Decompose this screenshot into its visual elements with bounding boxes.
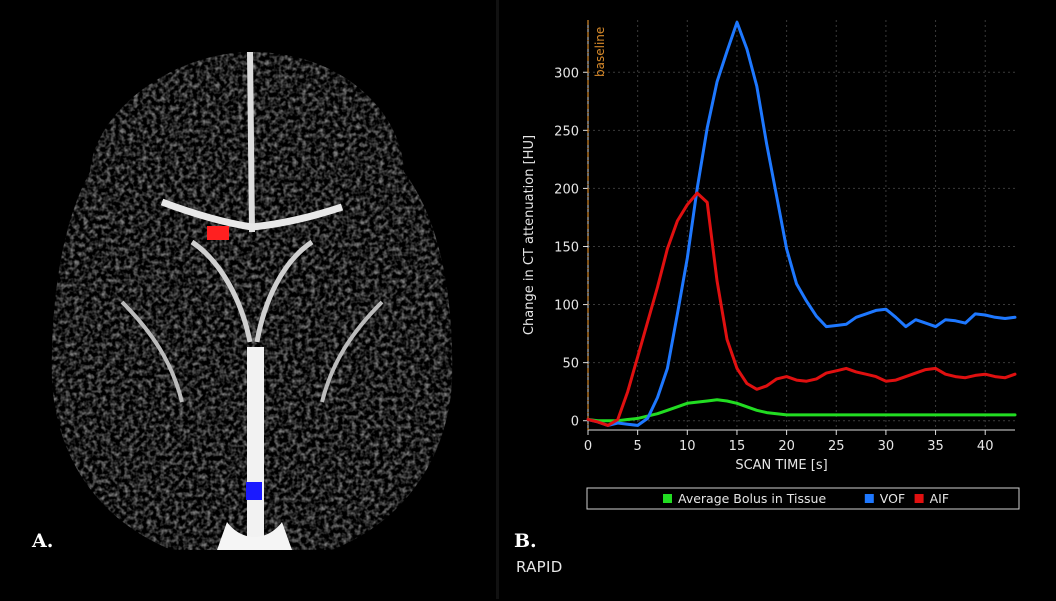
y-tick-label: 250: [554, 124, 579, 139]
panel-a-label: A.: [32, 530, 54, 552]
x-tick-label: 20: [778, 439, 795, 454]
brain-scan-image: [2, 2, 496, 597]
legend-swatch: [914, 494, 924, 503]
y-tick-label: 0: [571, 415, 579, 430]
y-tick-label: 200: [554, 182, 579, 197]
brain-scan-panel: A.: [2, 2, 496, 597]
perfusion-curve-chart: 0 5 10 15 20 25 30 35 40 0 50 100 150 200 250 300 SCAN T…: [522, 20, 1020, 510]
panel-b-label: B.: [514, 530, 537, 552]
x-tick-label: 30: [878, 439, 895, 454]
baseline-label: baseline: [593, 27, 607, 77]
x-tick-label: 10: [679, 439, 696, 454]
legend-entry: AIF: [930, 491, 949, 506]
aif-roi-marker: [207, 226, 229, 240]
x-axis-title: SCAN TIME [s]: [735, 458, 827, 473]
y-tick-label: 50: [562, 357, 579, 372]
perfusion-chart-panel: 0 5 10 15 20 25 30 35 40 0 50 100 150 200 250 300 SCAN T…: [499, 2, 1054, 597]
series-line-average-bolus-in-tissue: [586, 398, 1017, 423]
y-axis-title: Change in CT attenuation [HU]: [522, 135, 537, 335]
x-tick-label: 15: [729, 439, 746, 454]
x-tick-label: 25: [828, 439, 845, 454]
legend-box: [586, 487, 1020, 510]
legend-swatch: [663, 494, 672, 503]
y-tick-label: 100: [554, 299, 579, 314]
series-line-vof: [586, 20, 1017, 427]
legend-entry: Average Bolus in Tissue: [678, 491, 826, 506]
x-tick-label: 35: [927, 439, 944, 454]
x-tick-label: 0: [584, 439, 592, 454]
x-tick-label: 40: [977, 439, 994, 454]
y-tick-label: 300: [554, 66, 579, 81]
vof-roi-marker: [246, 482, 262, 500]
y-tick-label: 150: [554, 240, 579, 255]
x-tick-label: 5: [634, 439, 642, 454]
panel-divider: [496, 0, 499, 599]
series-line-aif: [586, 191, 1017, 427]
rapid-brand-label: RAPID: [516, 558, 563, 576]
legend-swatch: [864, 494, 874, 503]
legend-entry: VOF: [880, 491, 905, 506]
